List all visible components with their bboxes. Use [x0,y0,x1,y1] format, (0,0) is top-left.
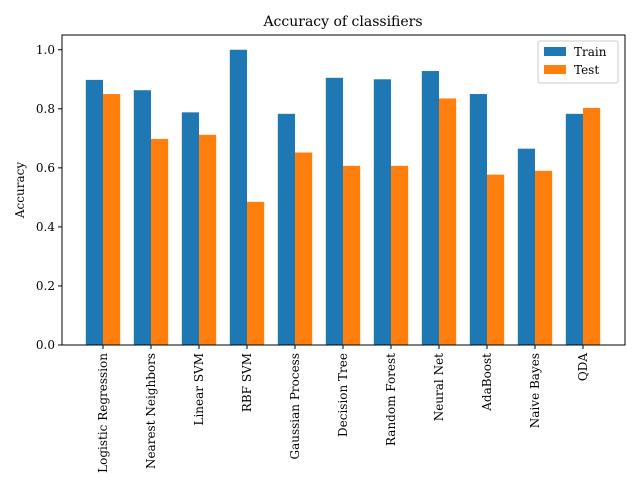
legend-label-train: Train [574,45,607,59]
legend-swatch-test [544,65,566,74]
bar-train-2 [181,112,199,345]
bar-train-7 [421,71,439,346]
bar-test-3 [247,201,265,345]
y-tick-label: 0.6 [36,161,55,175]
bar-train-10 [565,113,583,345]
bar-test-0 [103,94,121,345]
bar-test-9 [535,170,553,345]
bar-test-1 [151,138,169,345]
bar-train-6 [373,79,391,345]
bar-test-6 [391,165,409,345]
bar-train-8 [469,94,487,345]
bar-test-8 [487,174,505,345]
bar-train-0 [85,79,103,345]
bar-train-1 [133,90,151,346]
legend: Train Test [537,40,619,84]
y-axis: 0.0 0.2 0.4 0.6 0.8 1.0 [36,43,62,352]
legend-label-test: Test [574,63,599,77]
x-tick-label: QDA [576,353,590,381]
x-tick-label: Gaussian Process [288,353,302,460]
y-tick-label: 0.0 [36,338,55,352]
legend-swatch-train [544,47,566,56]
x-tick-label: Neural Net [432,353,446,421]
bar-test-2 [199,134,217,345]
x-tick-label: Decision Tree [336,353,350,437]
x-axis: Logistic Regression Nearest Neighbors Line… [96,345,590,473]
bar-train-9 [517,148,535,345]
x-tick-label: AdaBoost [480,353,494,412]
bar-test-7 [439,98,457,345]
x-tick-label: RBF SVM [240,353,254,412]
x-tick-label: Nearest Neighbors [144,353,158,469]
x-tick-label: Logistic Regression [96,353,110,473]
x-tick-label: Random Forest [384,353,398,446]
y-tick-label: 1.0 [36,43,55,57]
bar-train-3 [229,49,247,345]
plot-frame [61,34,626,346]
y-tick-label: 0.2 [36,279,55,293]
bar-test-10 [583,107,601,345]
x-tick-label: Naive Bayes [528,353,542,428]
y-axis-label: Accuracy [13,162,27,219]
bar-test-5 [343,165,361,345]
y-tick-label: 0.4 [36,220,55,234]
bar-test-4 [295,152,313,345]
bar-train-4 [277,113,295,345]
x-tick-label: Linear SVM [192,353,206,426]
bars-layer [85,49,601,346]
y-tick-label: 0.8 [36,102,55,116]
bar-train-5 [325,77,343,345]
chart-title: Accuracy of classifiers [262,14,422,30]
